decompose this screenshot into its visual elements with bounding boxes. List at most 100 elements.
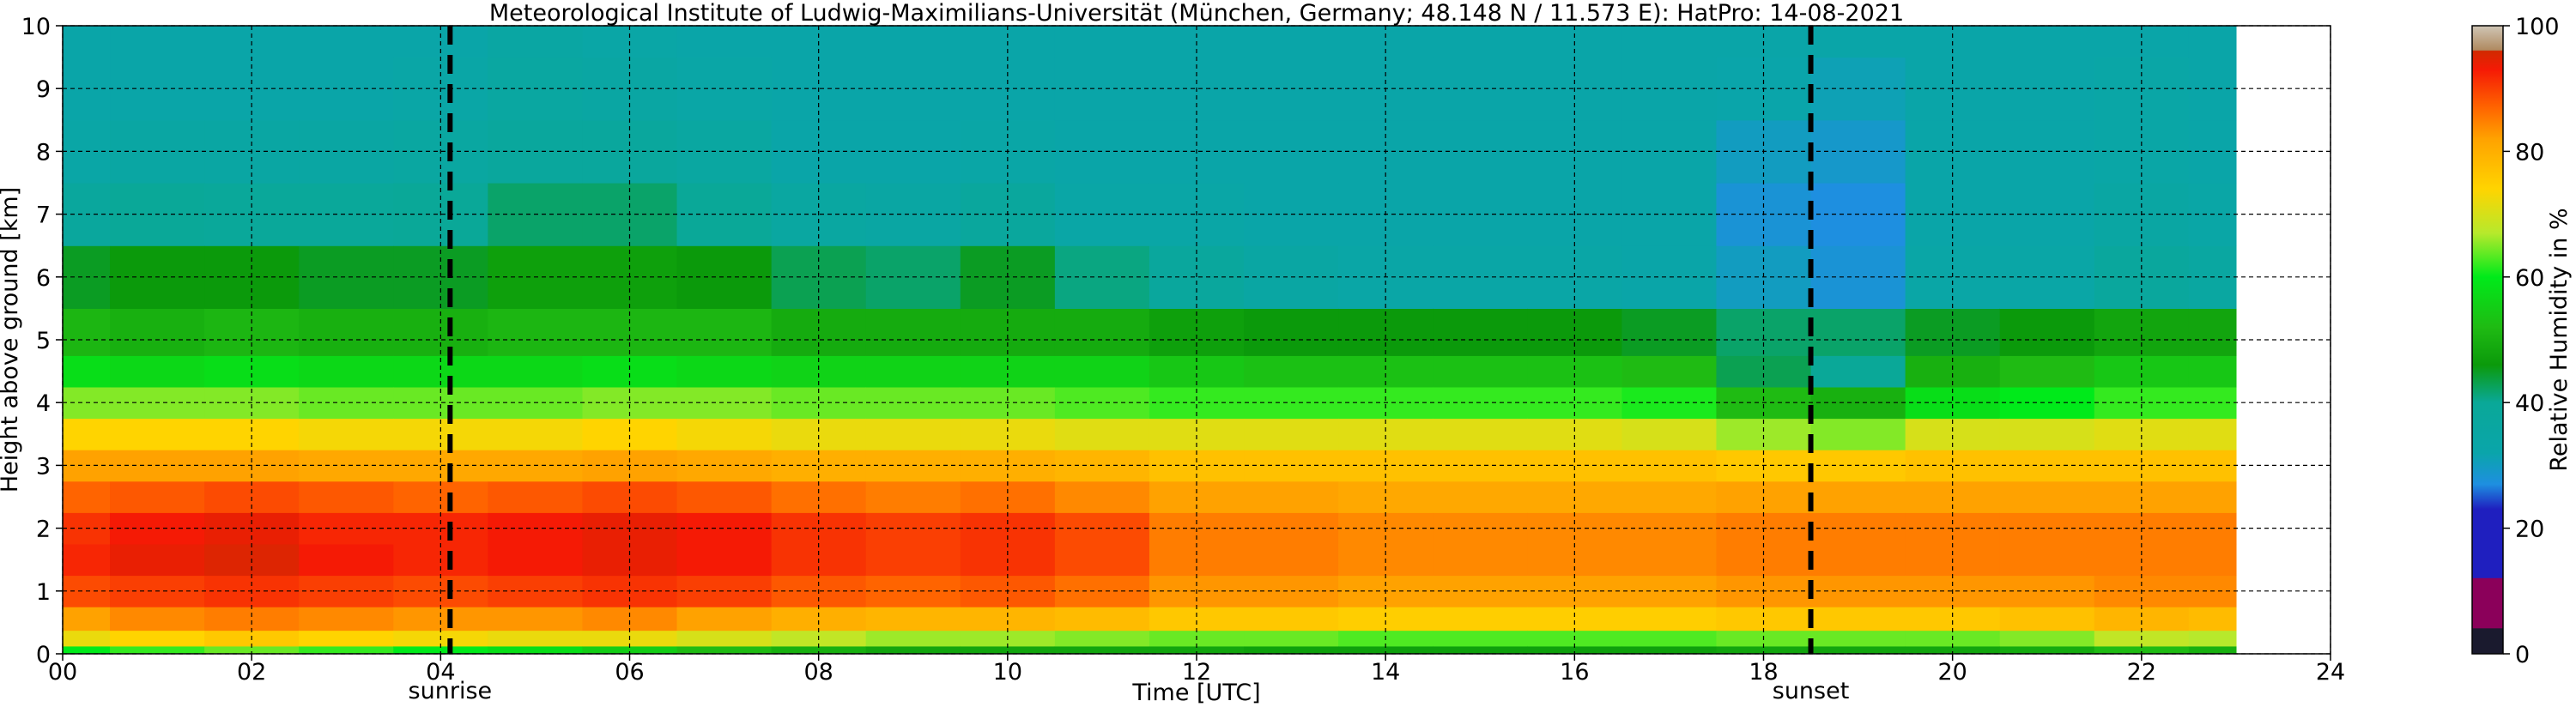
heatmap-cell <box>110 607 205 631</box>
y-tick-label: 0 <box>36 642 51 668</box>
heatmap-cell <box>1810 26 1906 58</box>
heatmap-cell <box>63 543 111 577</box>
heatmap-cell <box>1621 308 1718 356</box>
heatmap-cell <box>1433 480 1528 513</box>
heatmap-cell <box>110 630 205 647</box>
heatmap-cell <box>1244 645 1339 654</box>
heatmap-cell <box>1999 183 2095 246</box>
heatmap-cell <box>1244 26 1339 58</box>
heatmap-cell <box>1054 418 1150 450</box>
heatmap-cell <box>2188 26 2237 58</box>
heatmap-cell <box>1999 543 2095 577</box>
heatmap-cell <box>110 355 205 388</box>
heatmap-cell <box>1244 418 1339 450</box>
heatmap-cell <box>1527 645 1622 654</box>
heatmap-cell <box>299 308 394 356</box>
heatmap-cell <box>1999 119 2095 184</box>
heatmap-cell <box>1621 607 1718 631</box>
heatmap-cell <box>1810 355 1906 388</box>
heatmap-cell <box>393 308 488 356</box>
heatmap-cell <box>63 26 111 58</box>
heatmap-cell <box>1810 607 1906 631</box>
heatmap-cell <box>63 355 111 388</box>
heatmap-cell <box>1244 630 1339 647</box>
heatmap-cell <box>488 418 584 450</box>
heatmap-cell <box>1999 418 2095 450</box>
heatmap-cell <box>676 645 773 654</box>
heatmap-cell <box>676 418 773 450</box>
heatmap-cell <box>1999 450 2095 482</box>
heatmap-cell <box>1999 245 2095 309</box>
heatmap-cell <box>299 607 394 631</box>
heatmap-cell <box>1244 355 1339 388</box>
heatmap-cell <box>1054 607 1150 631</box>
heatmap-cell <box>960 645 1056 654</box>
heatmap-cell <box>865 543 961 577</box>
heatmap-cell <box>299 183 394 246</box>
y-tick-label: 2 <box>36 517 51 543</box>
x-axis-label: Time [UTC] <box>1131 680 1260 706</box>
heatmap-cell <box>865 26 961 58</box>
heatmap-cell <box>1905 308 2001 356</box>
colorbar-tick-label: 20 <box>2515 517 2544 543</box>
heatmap-cell <box>1810 630 1906 647</box>
heatmap-cell <box>299 645 394 654</box>
heatmap-cell <box>1810 645 1906 654</box>
heatmap-cell <box>299 575 394 607</box>
heatmap-cell <box>2188 480 2237 513</box>
heatmap-cell <box>1054 645 1150 654</box>
heatmap-cell <box>2188 308 2237 356</box>
heatmap-cell <box>676 355 773 388</box>
heatmap-cell <box>299 119 394 184</box>
heatmap-cell <box>1621 355 1718 388</box>
heatmap-cell <box>1621 26 1718 58</box>
heatmap-cell <box>2188 418 2237 450</box>
heatmap-cell <box>1999 308 2095 356</box>
heatmap-cell <box>2094 308 2190 356</box>
heatmap-cell <box>676 480 773 513</box>
heatmap-cell <box>1621 480 1718 513</box>
heatmap-cell <box>1338 607 1433 631</box>
heatmap-cell <box>299 480 394 513</box>
heatmap-cell <box>2188 645 2237 654</box>
heatmap-cell <box>1149 645 1245 654</box>
heatmap-cell <box>865 645 961 654</box>
heatmap-cell <box>676 26 773 58</box>
sunset-label: sunset <box>1773 678 1850 704</box>
heatmap-cell <box>1716 645 1812 654</box>
heatmap-cell <box>299 57 394 121</box>
y-tick-label: 7 <box>36 202 51 229</box>
colorbar-tick-label: 40 <box>2515 390 2544 417</box>
heatmap-cell <box>771 308 867 356</box>
heatmap-cell <box>1999 480 2095 513</box>
x-tick-label: 14 <box>1371 659 1400 686</box>
heatmap-cell <box>2188 355 2237 388</box>
heatmap-cell <box>1433 645 1528 654</box>
heatmap-cell <box>865 355 961 388</box>
heatmap-cell <box>582 308 678 356</box>
heatmap-cell <box>488 543 584 577</box>
y-tick-label: 4 <box>36 390 51 417</box>
x-tick-label: 16 <box>1560 659 1589 686</box>
y-tick-label: 9 <box>36 76 51 103</box>
heatmap-cell <box>204 308 300 356</box>
heatmap-cell <box>393 645 488 654</box>
heatmap-cell <box>1054 480 1150 513</box>
heatmap-cell <box>488 607 584 631</box>
x-tick-label: 12 <box>1182 659 1211 686</box>
heatmap-cell <box>110 543 205 577</box>
y-tick-label: 6 <box>36 265 51 292</box>
heatmap-cell <box>110 418 205 450</box>
heatmap-cell <box>1054 630 1150 647</box>
heatmap-cell <box>488 308 584 356</box>
heatmap-cell <box>63 480 111 513</box>
heatmap-cell <box>2188 630 2237 647</box>
heatmap-cell <box>488 630 584 647</box>
heatmap-cell <box>1527 308 1622 356</box>
colorbar-gradient <box>2471 25 2504 655</box>
heatmap-cell <box>582 645 678 654</box>
heatmap-cell <box>1999 630 2095 647</box>
heatmap-cell <box>1810 418 1906 450</box>
heatmap-cell <box>299 512 394 545</box>
